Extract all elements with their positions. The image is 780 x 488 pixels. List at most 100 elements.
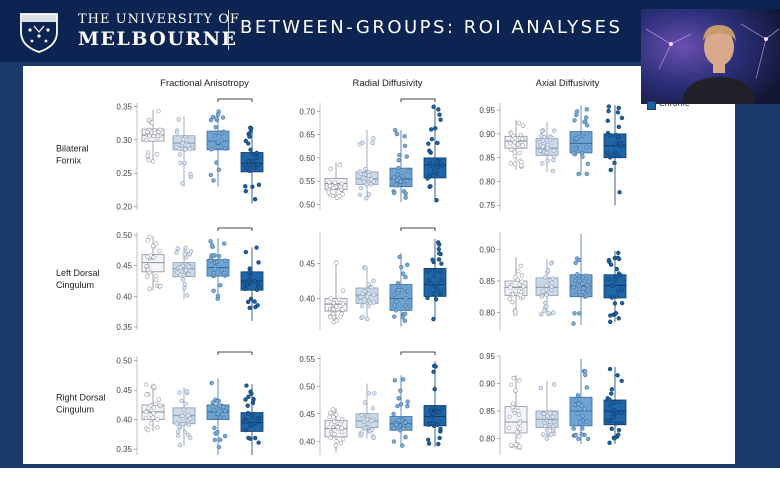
data-point: [391, 292, 397, 297]
data-point: [574, 136, 579, 141]
data-point: [246, 411, 251, 416]
data-point: [146, 267, 151, 273]
data-point: [551, 310, 556, 315]
data-point: [547, 411, 553, 416]
data-point: [613, 311, 619, 316]
data-point: [250, 415, 255, 420]
data-point: [184, 389, 190, 394]
data-point: [183, 268, 189, 273]
y-tick-label: 0.50: [299, 382, 315, 391]
data-point: [252, 279, 257, 284]
data-point: [437, 435, 442, 441]
data-point: [364, 294, 370, 299]
data-point: [248, 296, 254, 302]
data-point: [538, 385, 544, 391]
data-point: [540, 138, 546, 143]
data-point: [255, 303, 260, 308]
data-point: [256, 182, 262, 187]
data-point: [609, 426, 614, 432]
data-point: [616, 432, 621, 437]
data-point: [331, 300, 336, 306]
data-point: [249, 126, 254, 131]
data-point: [334, 318, 339, 323]
data-point: [327, 183, 333, 189]
data-point: [585, 436, 591, 442]
data-point: [573, 292, 579, 297]
slide-bottom-strip: [0, 468, 780, 488]
data-point: [520, 136, 525, 142]
data-point: [403, 274, 408, 280]
legend-swatch-chronic: [647, 101, 656, 110]
data-point: [145, 427, 151, 433]
data-point: [508, 141, 513, 146]
y-tick-label: 0.55: [299, 355, 315, 364]
data-point: [607, 155, 613, 160]
data-point: [183, 147, 188, 152]
data-point: [579, 150, 585, 155]
data-point: [177, 152, 183, 157]
data-point: [256, 260, 261, 265]
data-point: [247, 162, 252, 168]
y-tick-label: 0.80: [479, 308, 495, 317]
data-point: [403, 191, 408, 196]
data-point: [516, 120, 522, 126]
data-point: [539, 312, 544, 317]
data-point: [150, 159, 156, 164]
data-point: [431, 169, 437, 174]
data-point: [544, 427, 550, 433]
data-point: [425, 295, 430, 301]
data-point: [146, 405, 151, 411]
data-point: [147, 133, 152, 139]
data-point: [364, 417, 370, 422]
data-point: [584, 107, 590, 112]
data-point: [222, 258, 228, 263]
data-point: [435, 159, 440, 164]
data-point: [215, 140, 221, 145]
data-point: [607, 440, 612, 445]
data-point: [428, 282, 434, 287]
data-point: [435, 422, 440, 428]
data-point: [402, 311, 408, 316]
data-point: [392, 302, 397, 308]
data-point: [426, 277, 432, 283]
data-point: [435, 140, 440, 146]
data-point: [544, 303, 549, 309]
data-point: [396, 157, 401, 163]
data-point: [513, 288, 518, 293]
data-point: [366, 282, 371, 287]
data-point: [243, 189, 248, 194]
data-point: [551, 148, 556, 153]
data-point: [257, 285, 262, 290]
data-point: [174, 250, 179, 255]
data-point: [369, 427, 375, 432]
data-point: [155, 425, 160, 430]
data-point: [332, 180, 338, 185]
data-point: [334, 260, 339, 265]
column-title: Axial Diffusivity: [536, 78, 600, 89]
data-point: [369, 285, 374, 290]
data-point: [214, 160, 219, 165]
data-point: [581, 286, 586, 291]
data-point: [357, 192, 363, 198]
data-point: [183, 245, 188, 250]
data-point: [509, 443, 514, 448]
y-tick-label: 0.80: [479, 177, 495, 186]
data-point: [208, 117, 214, 123]
data-point: [586, 288, 591, 293]
data-point: [215, 293, 221, 299]
data-point: [394, 422, 399, 427]
data-point: [619, 378, 624, 384]
y-tick-label: 0.40: [116, 416, 132, 425]
data-point: [427, 420, 433, 426]
data-point: [405, 399, 410, 404]
data-point: [216, 444, 222, 450]
data-point: [153, 273, 159, 279]
data-point: [611, 407, 616, 413]
data-point: [256, 162, 261, 167]
data-point: [157, 403, 163, 408]
data-point: [175, 429, 181, 434]
y-tick-label: 0.60: [299, 154, 315, 163]
y-tick-label: 0.90: [479, 380, 495, 389]
data-point: [432, 387, 437, 392]
data-point: [363, 166, 368, 172]
